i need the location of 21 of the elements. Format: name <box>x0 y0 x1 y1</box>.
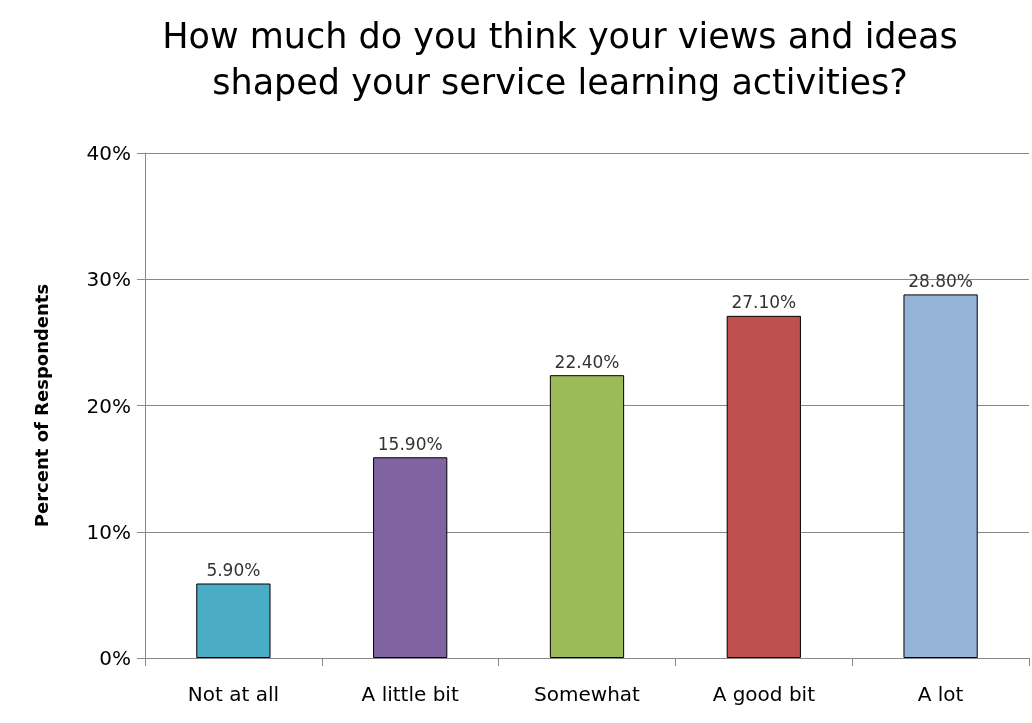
y-tick-label: 20% <box>86 393 131 418</box>
bar <box>196 583 271 658</box>
y-tick-label: 10% <box>86 519 131 544</box>
x-tick-label: Somewhat <box>534 682 641 706</box>
y-tick-label: 30% <box>86 267 131 292</box>
x-tick-label: Not at all <box>187 682 280 706</box>
x-tick-label: A good bit <box>712 682 816 706</box>
data-label: 27.10% <box>731 292 797 313</box>
bar <box>549 375 625 658</box>
y-tick-label: 0% <box>99 646 131 670</box>
y-axis-title: Percent of Respondents <box>30 283 52 528</box>
chart-title: How much do you think your views and ideas shaped your service learning activities? <box>162 16 958 102</box>
x-tick-label: A lot <box>917 682 964 706</box>
data-label: 5.90% <box>206 560 261 581</box>
bar <box>373 457 448 658</box>
x-tick-label: A little bit <box>361 682 459 706</box>
bar <box>726 315 801 658</box>
data-label: 22.40% <box>554 351 620 372</box>
bar <box>903 294 978 658</box>
y-tick-label: 40% <box>86 141 131 165</box>
data-label: 15.90% <box>377 433 443 454</box>
